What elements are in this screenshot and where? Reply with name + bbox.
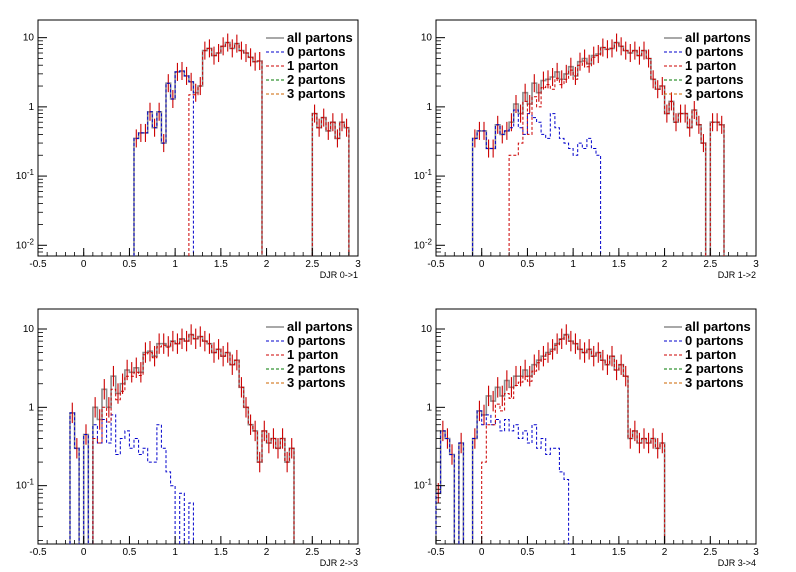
legend-2-partons: 2 partons bbox=[287, 361, 346, 376]
x-tick-label: 0 bbox=[479, 259, 485, 270]
x-tick-label: 1.5 bbox=[612, 547, 626, 558]
x-tick-label: 0.5 bbox=[122, 259, 136, 270]
legend-3-partons: 3 partons bbox=[685, 375, 744, 390]
y-tick-label: 10-1 bbox=[414, 478, 433, 492]
y-tick-label: 1 bbox=[28, 102, 34, 113]
legend-0-partons: 0 partons bbox=[685, 44, 744, 59]
legend-all-partons: all partons bbox=[287, 319, 353, 334]
y-tick-label: 10 bbox=[23, 324, 35, 335]
x-tick-label: -0.5 bbox=[427, 547, 445, 558]
plot-frame bbox=[435, 19, 757, 257]
legend-2-partons: 2 partons bbox=[685, 361, 744, 376]
x-tick-label: 2.5 bbox=[703, 547, 717, 558]
x-tick-label: 2.5 bbox=[305, 259, 319, 270]
series-1-parton bbox=[92, 334, 295, 544]
y-tick-label: 10 bbox=[421, 33, 433, 44]
series-0-partons bbox=[472, 109, 602, 256]
y-tick-label: 10-2 bbox=[16, 237, 35, 251]
legend-0-partons: 0 partons bbox=[287, 44, 346, 59]
legend-1-parton: 1 parton bbox=[685, 347, 736, 362]
legend-2-partons: 2 partons bbox=[685, 72, 744, 87]
x-tick-label: 1 bbox=[172, 547, 178, 558]
x-tick-label: 0 bbox=[81, 547, 87, 558]
chart-panel-3: -0.5 0 0.5 1 1.5 2 2.5 3 10-1 1 10 DJR 2->3 all part… bbox=[16, 308, 361, 568]
x-tick-label: 3 bbox=[355, 547, 361, 558]
y-tick-label: 10-1 bbox=[414, 168, 433, 182]
series-1-parton bbox=[508, 42, 725, 256]
plot-frame bbox=[37, 308, 359, 545]
series-0-partons bbox=[133, 70, 194, 256]
legend-0-partons: 0 partons bbox=[287, 333, 346, 348]
legend-all-partons: all partons bbox=[287, 30, 353, 45]
legend-2-partons: 2 partons bbox=[287, 72, 346, 87]
x-tick-label: 0.5 bbox=[122, 547, 136, 558]
legend-all-partons: all partons bbox=[685, 30, 751, 45]
series-all-partons bbox=[69, 333, 295, 544]
x-axis-title: DJR 1->2 bbox=[718, 270, 756, 280]
legend-3-partons: 3 partons bbox=[287, 375, 346, 390]
x-tick-label: 1.5 bbox=[612, 259, 626, 270]
x-tick-label: 3 bbox=[355, 259, 361, 270]
series-1-parton bbox=[188, 42, 350, 256]
y-tick-label: 10 bbox=[23, 33, 35, 44]
series-0-partons bbox=[69, 412, 194, 544]
chart-panel-1: -0.5 0 0.5 1 1.5 2 2.5 3 10-2 10-1 1 10 DJR 0->1 all … bbox=[16, 19, 361, 280]
x-tick-label: 2.5 bbox=[305, 547, 319, 558]
x-tick-label: 0 bbox=[81, 259, 87, 270]
x-tick-label: 2 bbox=[662, 259, 668, 270]
x-tick-label: 1.5 bbox=[214, 547, 228, 558]
x-tick-label: 2 bbox=[264, 259, 270, 270]
legend-1-parton: 1 parton bbox=[685, 58, 736, 73]
y-tick-label: 10 bbox=[421, 324, 433, 335]
x-tick-label: -0.5 bbox=[427, 259, 445, 270]
x-tick-label: 1.5 bbox=[214, 259, 228, 270]
legend-3-partons: 3 partons bbox=[685, 86, 744, 101]
x-tick-label: 1 bbox=[570, 259, 576, 270]
y-tick-label: 10-2 bbox=[414, 237, 433, 251]
x-axis-title: DJR 3->4 bbox=[718, 558, 756, 568]
chart-panel-2: -0.5 0 0.5 1 1.5 2 2.5 3 10-2 10-1 1 10 DJR 1->2 all … bbox=[414, 19, 759, 280]
chart-panel-4: -0.5 0 0.5 1 1.5 2 2.5 3 10-1 1 10 DJR 3->4 all part… bbox=[414, 308, 759, 568]
x-tick-label: 2.5 bbox=[703, 259, 717, 270]
plot-frame bbox=[435, 308, 757, 545]
y-tick-label: 10-1 bbox=[16, 168, 35, 182]
x-tick-label: 2 bbox=[662, 547, 668, 558]
x-tick-label: -0.5 bbox=[29, 547, 47, 558]
x-tick-label: 0 bbox=[479, 547, 485, 558]
x-axis-title: DJR 0->1 bbox=[320, 270, 358, 280]
x-tick-label: 3 bbox=[753, 547, 759, 558]
y-tick-label: 1 bbox=[426, 402, 432, 413]
plot-frame bbox=[37, 19, 359, 257]
y-tick-label: 1 bbox=[426, 102, 432, 113]
y-tick-label: 1 bbox=[28, 402, 34, 413]
series-0-partons bbox=[435, 410, 570, 544]
legend-1-parton: 1 parton bbox=[287, 58, 338, 73]
legend-all-partons: all partons bbox=[685, 319, 751, 334]
y-tick-label: 10-1 bbox=[16, 478, 35, 492]
x-tick-label: 0.5 bbox=[520, 259, 534, 270]
x-tick-label: 2 bbox=[264, 547, 270, 558]
legend-1-parton: 1 parton bbox=[287, 347, 338, 362]
x-tick-label: -0.5 bbox=[29, 259, 47, 270]
x-tick-label: 3 bbox=[753, 259, 759, 270]
x-tick-label: 1 bbox=[172, 259, 178, 270]
series-1-parton bbox=[481, 334, 666, 544]
x-tick-label: 0.5 bbox=[520, 547, 534, 558]
legend-0-partons: 0 partons bbox=[685, 333, 744, 348]
x-tick-label: 1 bbox=[570, 547, 576, 558]
legend-3-partons: 3 partons bbox=[287, 86, 346, 101]
x-axis-title: DJR 2->3 bbox=[320, 558, 358, 568]
